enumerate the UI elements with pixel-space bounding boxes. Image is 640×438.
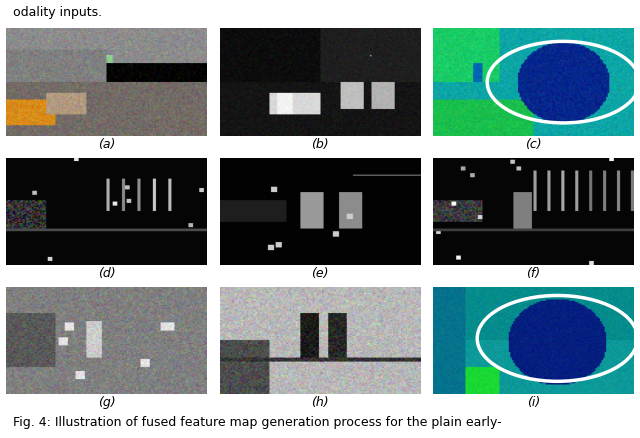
Text: odality inputs.: odality inputs.: [13, 6, 102, 18]
Text: Fig. 4: Illustration of fused feature map generation process for the plain early: Fig. 4: Illustration of fused feature ma…: [13, 416, 501, 429]
Text: (e): (e): [311, 267, 329, 280]
Text: (g): (g): [98, 396, 115, 410]
Text: (b): (b): [311, 138, 329, 151]
Text: (d): (d): [98, 267, 115, 280]
Text: (h): (h): [311, 396, 329, 410]
Text: (c): (c): [525, 138, 541, 151]
Text: (a): (a): [98, 138, 115, 151]
Text: (f): (f): [526, 267, 540, 280]
Text: (i): (i): [527, 396, 540, 410]
